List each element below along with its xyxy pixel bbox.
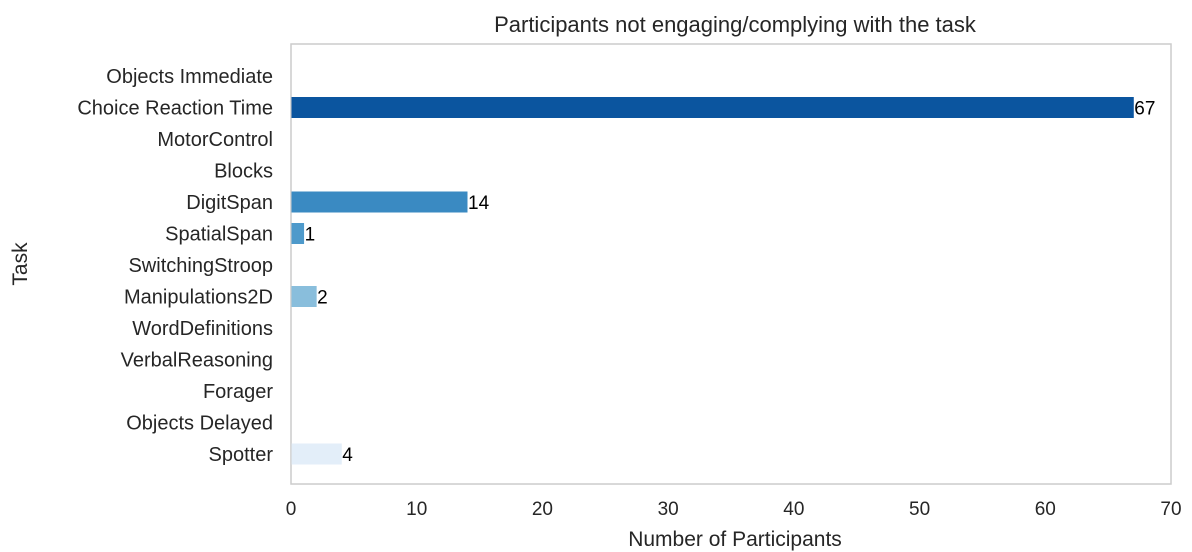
- data-label-1: 67: [1134, 99, 1155, 120]
- data-label-12: 4: [342, 445, 353, 466]
- chart-title: Participants not engaging/complying with…: [494, 12, 977, 37]
- data-label-7: 2: [317, 288, 328, 309]
- x-tick-label-7: 70: [1160, 499, 1181, 520]
- category-label-7: Manipulations2D: [124, 287, 273, 309]
- x-tick-label-2: 20: [532, 499, 553, 520]
- y-axis-label: Task: [9, 242, 32, 286]
- category-label-6: SwitchingStroop: [128, 255, 273, 277]
- data-label-4: 14: [468, 193, 490, 214]
- x-tick-labels: 0 10 20 30 40 50 60 70: [286, 499, 1182, 520]
- bar-7: [291, 286, 317, 307]
- category-label-11: Objects Delayed: [126, 413, 273, 435]
- category-label-9: VerbalReasoning: [121, 350, 273, 372]
- x-tick-label-4: 40: [783, 499, 804, 520]
- x-tick-label-1: 10: [406, 499, 427, 520]
- bar-12: [291, 443, 342, 465]
- category-label-8: WordDefinitions: [132, 318, 273, 340]
- category-label-5: SpatialSpan: [165, 224, 273, 246]
- category-label-12: Spotter: [209, 444, 274, 466]
- category-label-10: Forager: [203, 381, 273, 403]
- x-tick-label-5: 50: [909, 499, 930, 520]
- x-tick-label-0: 0: [286, 499, 297, 520]
- data-label-5: 1: [305, 225, 316, 246]
- data-labels: 67 14 1 2 4: [305, 99, 1156, 467]
- x-tick-label-6: 60: [1035, 499, 1056, 520]
- category-label-1: Choice Reaction Time: [77, 98, 273, 120]
- category-label-3: Blocks: [214, 161, 273, 183]
- bars-layer: [291, 97, 1134, 465]
- category-label-0: Objects Immediate: [106, 66, 273, 88]
- plot-frame: [290, 43, 1172, 485]
- bar-1: [291, 97, 1134, 118]
- x-tick-label-3: 30: [658, 499, 679, 520]
- category-label-2: MotorControl: [157, 129, 273, 151]
- category-label-4: DigitSpan: [186, 192, 273, 214]
- bar-4: [291, 191, 468, 213]
- category-labels: Objects Immediate Choice Reaction Time Mot…: [77, 66, 273, 466]
- x-axis-label: Number of Participants: [628, 528, 842, 551]
- bar-5: [291, 223, 305, 244]
